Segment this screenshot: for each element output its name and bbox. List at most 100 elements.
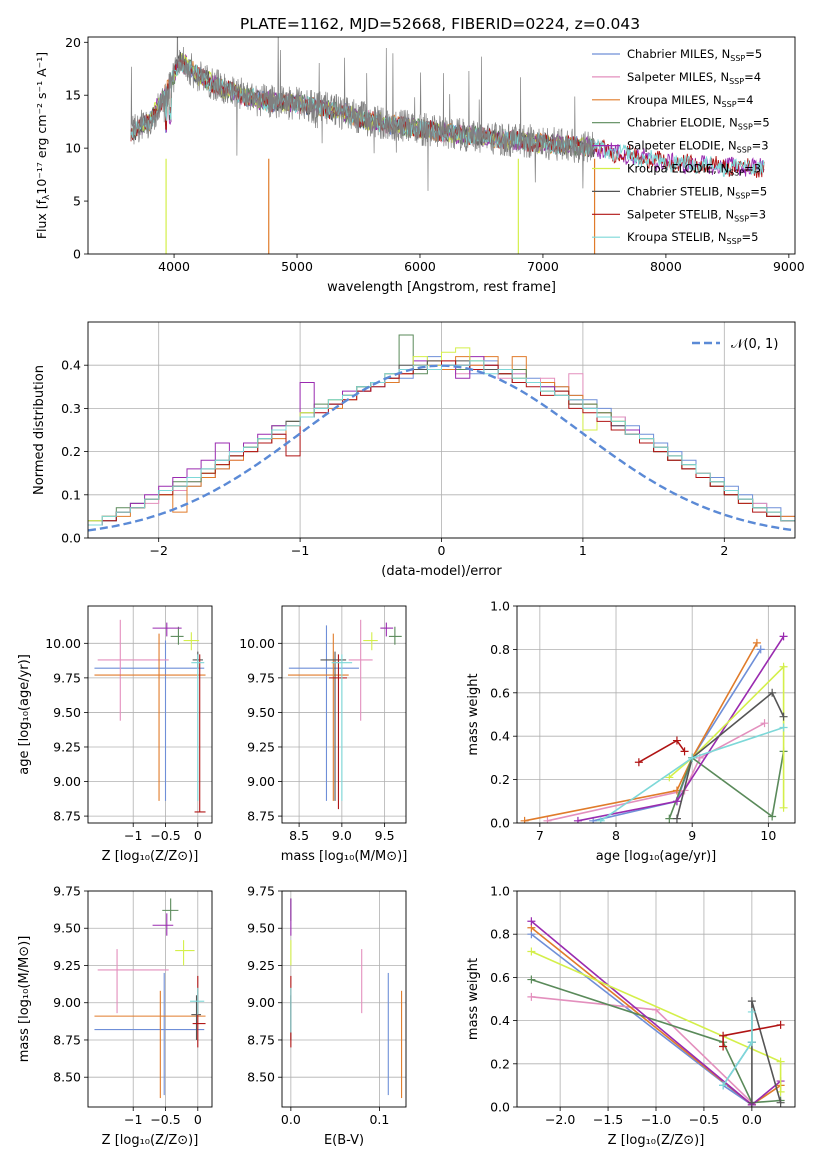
legend-name: Salpeter MILES, N — [627, 70, 729, 84]
histogram-step — [88, 360, 795, 526]
axes-mass_vs_Z: −1 −0.5 0 8.50 8.75 9.00 9.25 9.50 9.75 Z [log₁₀(… — [17, 884, 213, 1148]
y-tick-label: 5 — [73, 194, 81, 209]
weight-marker — [779, 712, 788, 721]
plot-area-weight_vs_Z — [527, 917, 785, 1107]
x-axis-label: (data-model)/error — [381, 564, 502, 579]
y-tick-label: 0.4 — [490, 729, 510, 744]
weight-marker — [747, 1007, 756, 1016]
y-tick-label: 0.1 — [61, 487, 81, 502]
x-axis-label: Z [log₁₀(Z/Z⊙)] — [102, 1133, 199, 1148]
weight-line — [751, 1000, 782, 1103]
y-label-sub: λ — [42, 194, 52, 200]
weight-marker — [688, 753, 697, 762]
y-tick-label: 0.2 — [61, 444, 81, 459]
plot-area-age_vs_mass — [287, 619, 402, 810]
x-tick-label: 8.5 — [289, 828, 309, 843]
y-tick-label: 8.75 — [247, 809, 275, 824]
legend-sub: SSP — [729, 77, 744, 86]
y-tick-label: 1.0 — [490, 884, 510, 899]
y-tick-label: 9.00 — [53, 995, 81, 1010]
weight-line — [547, 722, 765, 822]
legend-eq: =5 — [745, 47, 762, 61]
y-tick-label: 8.50 — [247, 1070, 275, 1085]
x-tick-label: 6000 — [404, 259, 436, 274]
plot-area-residuals — [88, 334, 795, 532]
y-tick-label: 1.0 — [490, 599, 510, 614]
x-tick-label: 7 — [536, 828, 544, 843]
y-axis-label: Normed distribution — [32, 365, 47, 495]
y-tick-label: 0.2 — [490, 1056, 510, 1071]
legend-sub: SSP — [737, 146, 752, 155]
legend-name: Salpeter ELODIE, N — [627, 139, 737, 153]
legend-entry: Chabrier MILES, NSSP=5 — [627, 47, 762, 63]
plot-area-age_vs_Z — [94, 619, 206, 813]
x-tick-label: −1 — [291, 543, 309, 558]
weight-line — [638, 739, 686, 763]
legend-sub: SSP — [722, 100, 737, 109]
y-tick-label: 9.75 — [53, 884, 81, 899]
y-tick-label: 9.50 — [53, 921, 81, 936]
y-tick-label: 9.25 — [247, 958, 275, 973]
legend-eq: =5 — [753, 116, 770, 130]
weight-line — [531, 978, 781, 1104]
x-tick-label: 0.0 — [281, 1112, 301, 1127]
y-tick-label: 9.75 — [247, 670, 275, 685]
weight-marker — [779, 723, 788, 732]
weight-marker — [527, 992, 536, 1001]
legend-entry: Salpeter MILES, NSSP=4 — [627, 70, 761, 86]
figure-title: PLATE=1162, MJD=52668, FIBERID=0224, z=0… — [240, 15, 640, 33]
x-tick-label: −1 — [124, 828, 142, 843]
weight-marker — [756, 645, 765, 654]
legend-name: Kroupa STELIB, N — [627, 230, 727, 244]
legend-name: Salpeter STELIB, N — [627, 207, 734, 221]
plot-area-mass_vs_Z — [94, 898, 206, 1099]
legend-eq: =3 — [744, 162, 761, 176]
weight-marker — [779, 803, 788, 812]
weight-marker — [752, 638, 761, 647]
weight-marker — [672, 797, 681, 806]
x-tick-label: 0.0 — [742, 1112, 762, 1127]
weight-marker — [672, 736, 681, 745]
weight-marker — [747, 1098, 756, 1107]
x-tick-label: 7000 — [527, 259, 559, 274]
x-axis-label: Z [log₁₀(Z/Z⊙)] — [608, 1133, 705, 1148]
legend-entry: Salpeter STELIB, NSSP=3 — [627, 207, 766, 223]
axes-mass_vs_EBV: 0.0 0.1 8.50 8.75 9.00 9.25 9.50 9.75 E(B-V) — [247, 884, 407, 1148]
axes-age_vs_mass: 8.5 9.0 9.5 8.75 9.00 9.25 9.50 9.75 10.00 mass [… — [239, 605, 407, 864]
axes-age_vs_Z: −1 −0.5 0 8.75 9.00 9.25 9.50 9.75 10.00 Z [log₁₀… — [17, 605, 213, 864]
weight-marker — [779, 662, 788, 671]
y-tick-label: 10 — [65, 141, 81, 156]
axes-residuals: −2 −1 0 1 2 0.0 0.1 0.2 0.3 0.4 (data-model)/error… — [32, 321, 796, 579]
y-tick-label: 0.3 — [61, 401, 81, 416]
legend-entry: Salpeter ELODIE, NSSP=3 — [627, 139, 769, 155]
x-axis-label: Z [log₁₀(Z/Z⊙)] — [102, 849, 199, 864]
plot-area-mass_vs_EBV — [290, 898, 403, 1099]
y-tick-label: 10.00 — [239, 636, 275, 651]
y-tick-label: 10.00 — [45, 636, 81, 651]
x-tick-label: 8 — [612, 828, 620, 843]
legend-eq: =4 — [744, 70, 761, 84]
weight-marker — [719, 1031, 728, 1040]
weight-marker — [665, 773, 674, 782]
axes-frame — [87, 36, 796, 255]
axes-frame — [281, 605, 407, 824]
y-tick-label: 8.75 — [53, 809, 81, 824]
legend-eq: =5 — [750, 184, 767, 198]
weight-marker — [719, 1042, 728, 1051]
weight-line — [668, 751, 785, 819]
y-tick-label: 0.0 — [61, 531, 81, 546]
x-tick-label: −2 — [149, 543, 167, 558]
weight-marker — [768, 812, 777, 821]
weight-marker — [776, 1020, 785, 1029]
legend-eq: =5 — [742, 230, 759, 244]
legend-sub: SSP — [735, 191, 750, 200]
legend-entry: Kroupa STELIB, NSSP=5 — [627, 230, 758, 246]
x-tick-label: −0.5 — [150, 828, 180, 843]
x-axis-label: age [log₁₀(age/yr)] — [596, 849, 717, 864]
weight-line — [593, 648, 762, 822]
weight-marker — [760, 719, 769, 728]
legend-name: Chabrier ELODIE, N — [627, 116, 738, 130]
legend-sub: SSP — [734, 214, 749, 223]
